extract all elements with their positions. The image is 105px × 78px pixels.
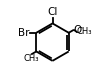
Text: Cl: Cl	[47, 7, 58, 17]
Text: Br: Br	[18, 28, 30, 38]
Text: O: O	[74, 25, 82, 35]
Text: CH₃: CH₃	[24, 54, 39, 63]
Text: CH₃: CH₃	[77, 27, 92, 36]
